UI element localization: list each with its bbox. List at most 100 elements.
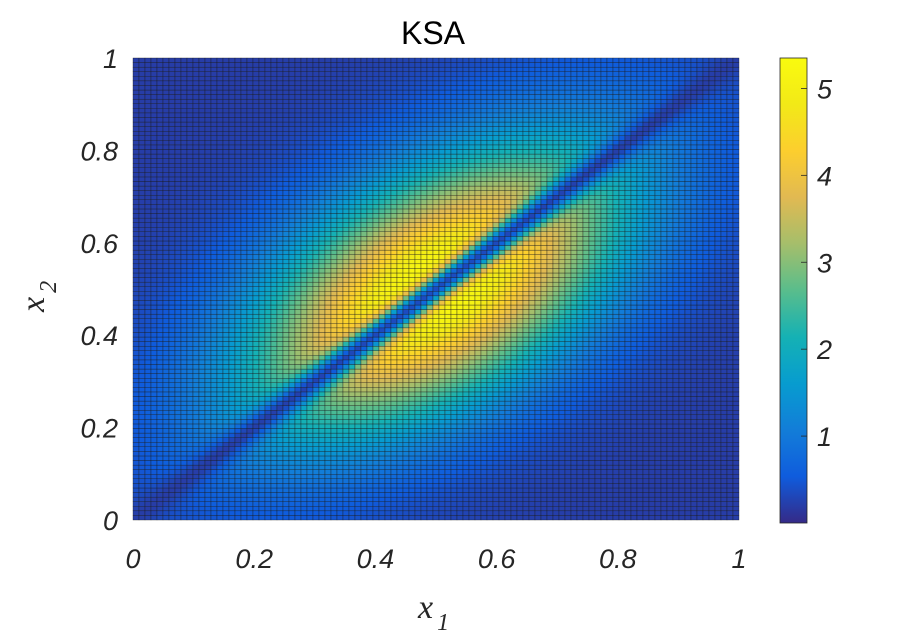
heatmap-cell <box>264 227 272 232</box>
heatmap-cell <box>336 117 344 123</box>
heatmap-cell <box>318 291 326 297</box>
heatmap-cell <box>384 89 392 95</box>
heatmap-cell <box>162 153 170 159</box>
heatmap-cell <box>354 501 362 507</box>
heatmap-cell <box>186 199 194 205</box>
heatmap-cell <box>312 272 320 278</box>
heatmap-cell <box>342 144 350 150</box>
heatmap-cell <box>414 272 422 278</box>
heatmap-cell <box>228 213 236 219</box>
heatmap-cell <box>414 249 422 255</box>
heatmap-cell <box>300 368 308 374</box>
heatmap-cell <box>408 373 416 379</box>
heatmap-cell <box>402 98 410 104</box>
heatmap-cell <box>180 350 188 356</box>
heatmap-cell <box>402 464 410 470</box>
heatmap-cell <box>222 346 230 351</box>
heatmap-cell <box>216 501 224 507</box>
heatmap-cell <box>210 94 218 100</box>
heatmap-cell <box>162 108 170 114</box>
heatmap-cell <box>342 259 350 265</box>
heatmap-cell <box>240 126 248 132</box>
heatmap-cell <box>342 117 350 123</box>
heatmap-cell <box>228 76 236 82</box>
heatmap-cell <box>372 506 380 512</box>
heatmap-cell <box>228 236 236 242</box>
heatmap-cell <box>174 167 182 173</box>
heatmap-cell <box>162 382 170 388</box>
heatmap-cell <box>294 126 302 132</box>
heatmap-cell <box>156 195 164 200</box>
heatmap-cell <box>330 501 338 507</box>
heatmap-cell <box>288 501 296 507</box>
heatmap-cell <box>336 295 344 301</box>
heatmap-cell <box>246 510 254 516</box>
heatmap-cell <box>306 442 314 447</box>
heatmap-cell <box>306 217 314 223</box>
heatmap-cell <box>342 446 350 452</box>
heatmap-cell <box>168 158 176 164</box>
heatmap-cell <box>192 57 200 63</box>
heatmap-cell <box>288 446 296 452</box>
heatmap-cell <box>138 172 146 178</box>
heatmap-cell <box>330 149 338 155</box>
heatmap-cell <box>198 231 206 237</box>
heatmap-cell <box>264 94 272 100</box>
heatmap-cell <box>210 419 218 425</box>
heatmap-cell <box>426 451 434 457</box>
heatmap-cell <box>222 281 230 287</box>
heatmap-cell <box>312 94 320 100</box>
heatmap-cell <box>258 300 266 306</box>
heatmap-cell <box>294 80 302 86</box>
heatmap-cell <box>228 277 236 283</box>
heatmap-cell <box>180 103 188 109</box>
heatmap-cell <box>252 108 260 114</box>
heatmap-cell <box>222 378 230 383</box>
heatmap-cell <box>372 309 380 315</box>
heatmap-cell <box>306 309 314 315</box>
heatmap-cell <box>396 126 404 132</box>
heatmap-cell <box>174 432 182 438</box>
heatmap-cell <box>228 313 236 319</box>
heatmap-cell <box>312 222 320 228</box>
heatmap-cell <box>270 135 278 141</box>
heatmap-cell <box>288 259 296 265</box>
heatmap-cell <box>168 419 176 425</box>
heatmap-cell <box>162 71 170 77</box>
heatmap-cell <box>252 217 260 223</box>
heatmap-cell <box>192 117 200 123</box>
heatmap-cell <box>294 378 302 383</box>
heatmap-cell <box>234 437 242 443</box>
heatmap-cell <box>384 231 392 237</box>
heatmap-cell <box>318 478 326 484</box>
heatmap-cell <box>270 442 278 447</box>
heatmap-cell <box>252 240 260 246</box>
heatmap-cell <box>408 163 416 168</box>
heatmap-cell <box>402 135 410 141</box>
heatmap-cell <box>282 172 290 178</box>
heatmap-cell <box>264 281 272 287</box>
heatmap-cell <box>150 117 158 123</box>
heatmap-cell <box>390 185 398 191</box>
heatmap-cell <box>144 442 152 447</box>
heatmap-cell <box>360 336 368 342</box>
heatmap-cell <box>396 108 404 114</box>
heatmap-cell <box>138 158 146 164</box>
heatmap-cell <box>378 208 386 214</box>
heatmap-cell <box>204 400 212 406</box>
heatmap-cell <box>282 378 290 383</box>
heatmap-cell <box>198 515 206 521</box>
heatmap-cell <box>210 291 218 297</box>
heatmap-cell <box>288 460 296 466</box>
heatmap-cell <box>246 208 254 214</box>
heatmap-cell <box>144 432 152 438</box>
heatmap-cell <box>270 98 278 104</box>
heatmap-cell <box>294 510 302 516</box>
heatmap-cell <box>354 140 362 146</box>
heatmap-cell <box>372 217 380 223</box>
heatmap-cell <box>390 149 398 155</box>
heatmap-cell <box>180 341 188 347</box>
heatmap-cell <box>372 213 380 219</box>
heatmap-cell <box>252 71 260 77</box>
heatmap-cell <box>408 89 416 95</box>
